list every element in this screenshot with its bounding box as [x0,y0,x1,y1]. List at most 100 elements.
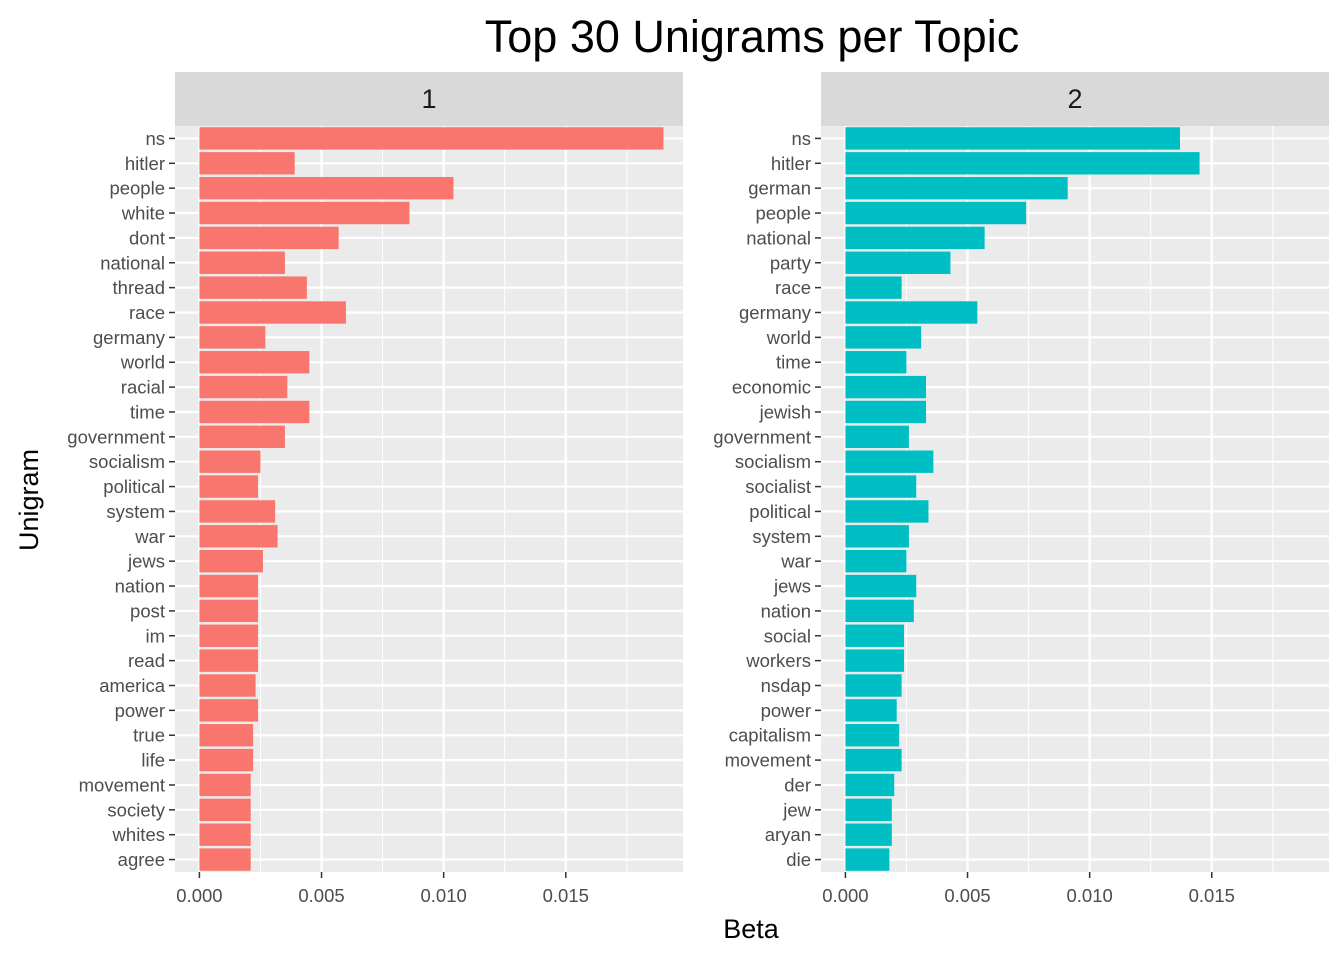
category-label-read: read [128,650,165,671]
category-label-im: im [145,625,165,646]
x-tick-label: 0.000 [176,885,222,906]
bar-government [845,425,909,449]
category-label-people: people [755,203,811,224]
panel-2: 2 ns hitler german people national party race ge… [713,72,1329,906]
facet-strip-background [175,72,683,126]
category-label-socialist: socialist [745,476,811,497]
category-label-dont: dont [129,227,165,248]
category-label-germany: germany [93,327,166,348]
category-label-ns: ns [145,128,165,149]
bar-capitalism [845,724,900,747]
category-label-national: national [746,227,811,248]
category-label-war: war [780,551,811,572]
bar-political [199,475,259,498]
bar-agree [199,848,251,871]
panel-background [175,126,683,872]
category-label-thread: thread [113,277,165,298]
bar-society [199,798,251,822]
category-label-ns: ns [791,128,811,149]
category-label-aryan: aryan [765,824,811,845]
category-label-true: true [133,725,165,746]
category-label-capitalism: capitalism [729,725,811,746]
x-tick-label: 0.000 [822,885,868,906]
bar-nation [199,574,259,598]
category-label-war: war [134,526,165,547]
bar-social [845,624,905,647]
bar-economic [845,375,927,399]
category-label-people: people [109,178,165,199]
bar-der [845,773,895,797]
category-label-movement: movement [725,750,811,771]
bar-time [199,400,310,424]
bar-world [199,351,310,374]
bar-nation [845,599,914,623]
category-label-hitler: hitler [771,153,811,174]
bar-jews [845,574,917,598]
category-label-life: life [141,750,165,771]
category-label-world: world [766,327,811,348]
category-label-political: political [103,476,165,497]
category-label-power: power [761,700,811,721]
y-axis-title: Unigram [14,449,44,551]
category-label-america: america [99,675,166,696]
bar-workers [845,649,905,672]
bar-system [845,525,909,548]
category-label-social: social [764,625,811,646]
category-label-race: race [775,277,811,298]
category-label-economic: economic [732,377,811,398]
bar-america [199,674,256,697]
bar-race [845,276,902,299]
bar-national [199,251,285,274]
bar-war [199,525,278,548]
bar-political [845,500,929,523]
bar-race [199,301,346,324]
facet-strip-label: 2 [1067,84,1082,114]
bar-ns [199,127,664,150]
bar-life [199,748,254,772]
category-label-world: world [120,352,165,373]
panel-background [821,126,1329,872]
bar-true [199,724,254,747]
category-label-movement: movement [79,774,165,795]
bar-war [845,549,907,573]
x-axis-title: Beta [723,914,780,944]
bar-national [845,226,985,250]
category-label-national: national [100,252,165,273]
bar-system [199,500,276,523]
bar-jew [845,798,892,822]
category-label-race: race [129,302,165,323]
bar-read [199,649,259,672]
category-label-nation: nation [115,576,165,597]
bar-movement [845,748,902,772]
bar-jewish [845,400,927,424]
bar-hitler [199,152,295,175]
category-label-system: system [752,526,811,547]
bar-post [199,599,259,623]
category-label-die: die [786,849,811,870]
x-tick-label: 0.005 [298,885,344,906]
bar-movement [199,773,251,797]
bar-nsdap [845,674,902,697]
category-label-post: post [130,600,165,621]
bar-hitler [845,152,1200,175]
category-label-german: german [748,178,811,199]
bar-die [845,848,890,871]
bar-german [845,176,1068,200]
facet-strip-label: 1 [421,84,436,114]
bar-racial [199,375,288,399]
category-label-nsdap: nsdap [761,675,811,696]
category-label-time: time [130,401,165,422]
bar-whites [199,823,251,846]
bar-white [199,201,410,225]
bar-thread [199,276,307,299]
x-tick-label: 0.010 [421,885,467,906]
category-label-der: der [784,774,811,795]
panel-1: 1 ns hitler people white dont national thread ra… [67,72,683,906]
category-label-nation: nation [761,600,811,621]
category-label-socialism: socialism [735,451,811,472]
category-label-government: government [713,426,811,447]
bar-dont [199,226,339,250]
bar-people [845,201,1027,225]
category-label-agree: agree [118,849,165,870]
